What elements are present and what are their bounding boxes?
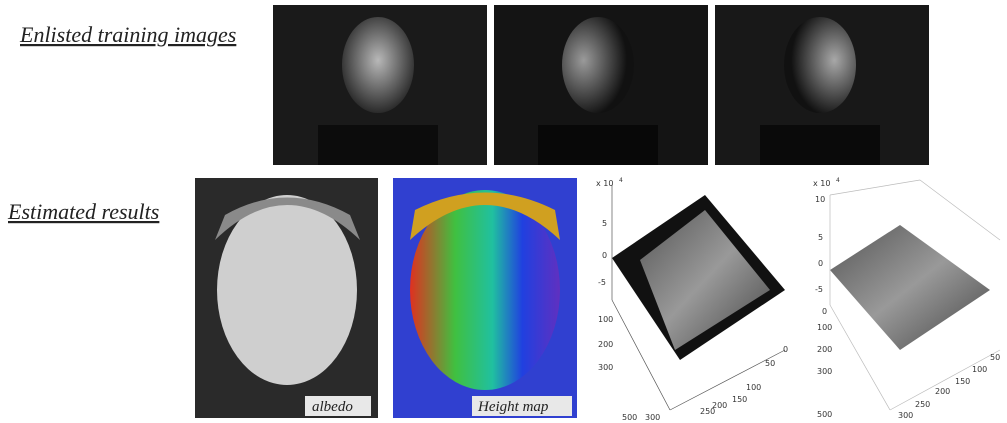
y-tick-label: 200	[817, 345, 832, 354]
x-tick-label: 250	[700, 407, 715, 416]
x-tick-label: 150	[955, 377, 970, 386]
height-map-image	[393, 178, 577, 418]
row-label: Enlisted training images	[19, 22, 236, 47]
z-tick-label: 0	[602, 251, 607, 260]
y-tick-label: 500	[817, 410, 832, 419]
x-tick-label: 100	[746, 383, 761, 392]
scale-exponent: 4	[836, 177, 840, 184]
caption: Height map	[477, 399, 549, 415]
y-tick-label: 500	[622, 413, 637, 422]
x-tick-label: 300	[645, 413, 660, 422]
y-tick-label: 100	[817, 323, 832, 332]
x-tick-label: 300	[898, 411, 913, 420]
y-tick-label: 100	[598, 315, 613, 324]
z-tick-label: 5	[818, 233, 823, 242]
surface-plot	[829, 179, 1001, 411]
y-tick-label: 300	[598, 363, 613, 372]
z-tick-label: 0	[818, 259, 823, 268]
scale-exponent: 4	[619, 177, 623, 184]
z-tick-label: -5	[815, 285, 823, 294]
x-tick-label: 100	[972, 365, 987, 374]
x-tick-label: 150	[732, 395, 747, 404]
x-tick-label: 0	[783, 345, 788, 354]
z-tick-label: -5	[598, 278, 606, 287]
z-tick-label: 10	[815, 195, 825, 204]
y-tick-label: 300	[817, 367, 832, 376]
x-tick-label: 50	[765, 359, 775, 368]
training-image	[494, 5, 708, 165]
x-tick-label: 200	[935, 387, 950, 396]
training-image	[715, 5, 929, 165]
caption: albedo	[312, 399, 353, 415]
scale-label: x 10	[813, 179, 830, 188]
y-tick-label: 200	[598, 340, 613, 349]
x-tick-label: 200	[712, 401, 727, 410]
y-tick-label: 0	[822, 307, 827, 316]
albedo-image	[195, 178, 378, 418]
x-tick-label: 50	[990, 353, 1000, 362]
z-tick-label: 5	[602, 219, 607, 228]
training-image	[273, 5, 487, 165]
scale-label: x 10	[596, 179, 613, 188]
surface-plot	[611, 185, 786, 411]
x-tick-label: 250	[915, 400, 930, 409]
row-label: Estimated results	[7, 199, 159, 224]
